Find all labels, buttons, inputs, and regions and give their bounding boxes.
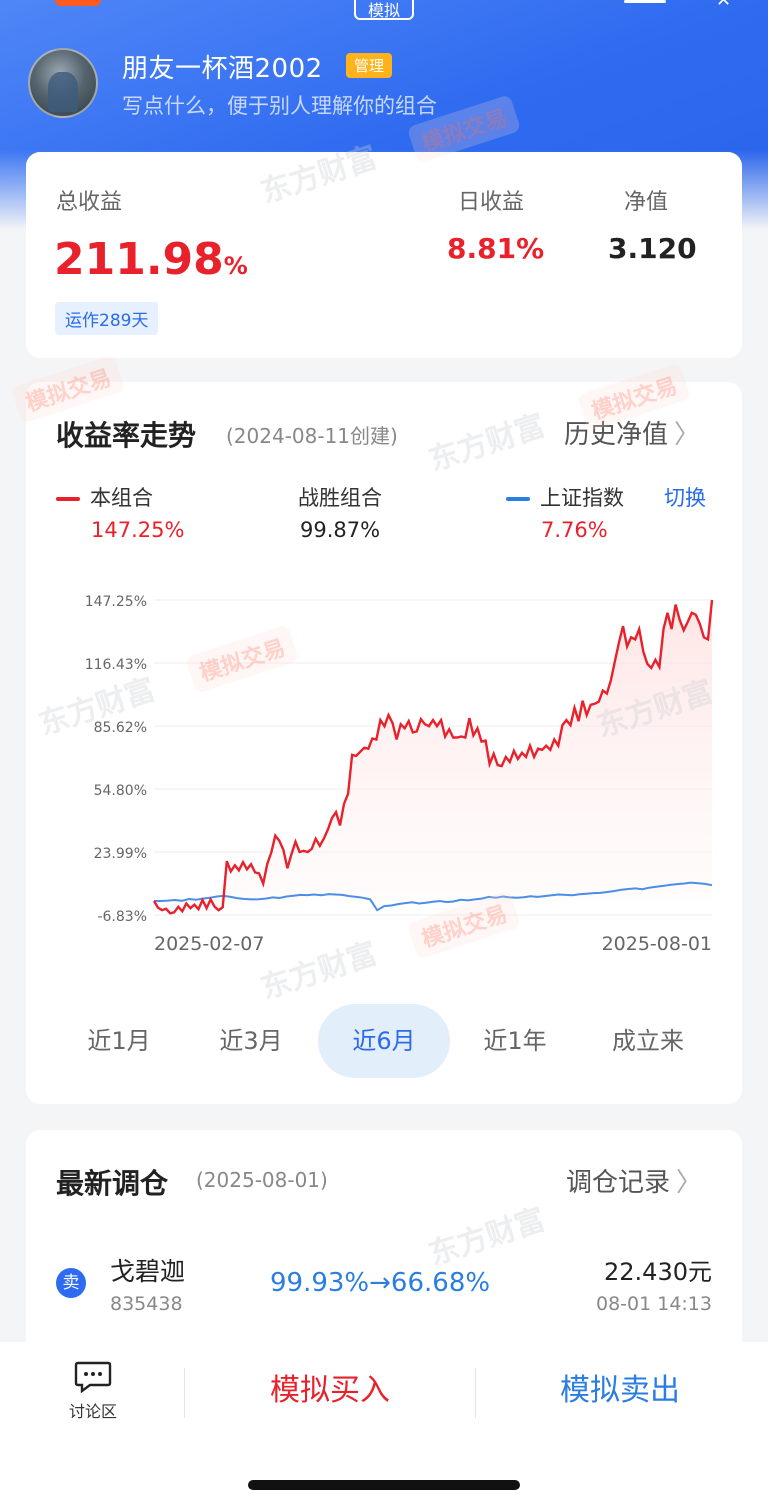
bottom-action-bar: 讨论区 模拟买入 模拟卖出 [0, 1342, 768, 1508]
stock-name[interactable]: 戈碧迦 [110, 1257, 186, 1286]
summary-card: 总收益 211.98% 运作289天 日收益 8.81% 净值 3.120 [26, 152, 742, 358]
legend-portfolio: 本组合 [56, 482, 153, 512]
rebalance-title: 最新调仓 [56, 1167, 169, 1200]
trend-title: 收益率走势 [56, 419, 197, 452]
x-start-label: 2025-02-07 [154, 933, 264, 955]
portfolio-description[interactable]: 写点什么，便于别人理解你的组合 [122, 94, 437, 118]
mode-tag: 模拟 [354, 0, 414, 20]
tab-since-inception[interactable]: 成立来 [612, 1027, 684, 1055]
return-chart[interactable]: 147.25% 116.43% 85.62% 54.80% 23.99% -6.83% 2… [26, 382, 742, 982]
switch-link[interactable]: 切换 [664, 486, 706, 510]
y-tick-label: 147.25% [85, 594, 147, 610]
trade-time: 08-01 14:13 [595, 1293, 712, 1315]
top-orange-button[interactable] [55, 0, 101, 6]
menu-icon[interactable] [624, 0, 666, 3]
portfolio-area [154, 600, 712, 914]
tab-1y[interactable]: 近1年 [483, 1027, 547, 1055]
portfolio-line [152, 599, 714, 915]
return-trend-card: 收益率走势 (2024-08-11创建) 历史净值〉 本组合 147.25% 战… [26, 382, 742, 1104]
tab-6m[interactable]: 近6月 [318, 1004, 450, 1078]
stock-code: 835438 [110, 1293, 183, 1315]
rebalance-date: (2025-08-01) [196, 1168, 328, 1192]
user-name[interactable]: 朋友一杯酒2002 [122, 54, 323, 84]
created-date: (2024-08-11创建) [226, 424, 398, 448]
discussion-button[interactable]: 讨论区 [58, 1360, 128, 1422]
period-tabs: 近1月 近3月 近6月 近1年 成立来 [26, 1004, 742, 1080]
total-return-value: 211.98% [54, 234, 248, 285]
legend-index-value: 7.76% [541, 518, 608, 542]
legend-beat-value: 99.87% [300, 518, 381, 542]
rebalance-history-link[interactable]: 调仓记录〉 [566, 1168, 703, 1198]
sell-icon: 卖 [56, 1268, 86, 1298]
legend-line-blue [506, 497, 530, 501]
index-line [154, 881, 713, 912]
legend-index: 上证指数 [506, 482, 624, 512]
divider [475, 1368, 476, 1418]
divider [184, 1368, 185, 1418]
chevron-right-icon: 〉 [674, 420, 701, 450]
y-tick-label: -6.83% [97, 909, 147, 925]
trade-price: 22.430元 [604, 1258, 712, 1286]
rebalance-card: 最新调仓 (2025-08-01) 调仓记录〉 卖 戈碧迦 835438 99.… [26, 1130, 742, 1370]
close-icon[interactable]: ✕ [716, 0, 732, 11]
nav-value: 3.120 [608, 232, 697, 265]
home-indicator [248, 1480, 520, 1490]
tab-1m[interactable]: 近1月 [87, 1027, 151, 1055]
y-tick-label: 23.99% [94, 846, 147, 862]
history-nav-link[interactable]: 历史净值〉 [564, 420, 701, 450]
y-tick-label: 54.80% [94, 783, 147, 799]
discussion-label: 讨论区 [68, 1402, 117, 1421]
legend-beat: 战胜组合 [298, 486, 382, 510]
y-tick-label: 85.62% [94, 720, 147, 736]
running-days-badge: 运作289天 [55, 302, 159, 335]
admin-badge: 管理 [346, 53, 393, 78]
x-end-label: 2025-08-01 [602, 933, 712, 955]
total-return-label: 总收益 [56, 190, 123, 215]
legend-line-red [56, 497, 80, 501]
simulated-sell-button[interactable]: 模拟卖出 [560, 1373, 680, 1408]
daily-return-value: 8.81% [447, 232, 545, 265]
tab-3m[interactable]: 近3月 [219, 1027, 283, 1055]
avatar[interactable] [28, 48, 98, 118]
legend-portfolio-value: 147.25% [91, 518, 185, 542]
weight-change: 99.93%→66.68% [270, 1268, 491, 1298]
chevron-right-icon: 〉 [676, 1168, 703, 1198]
daily-return-label: 日收益 [458, 190, 525, 215]
total-return-unit: % [223, 252, 248, 280]
y-tick-label: 116.43% [85, 657, 147, 673]
chat-bubble-icon [74, 1361, 112, 1394]
simulated-buy-button[interactable]: 模拟买入 [270, 1373, 390, 1408]
nav-label: 净值 [624, 190, 669, 215]
